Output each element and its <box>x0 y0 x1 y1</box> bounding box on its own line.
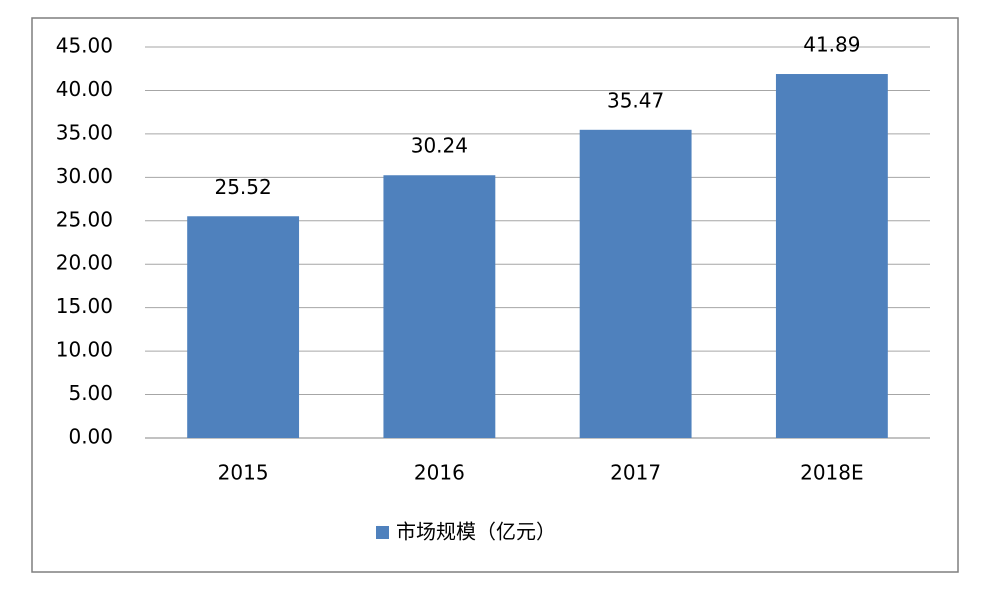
data-label: 35.47 <box>607 88 664 112</box>
legend-label: 市场规模（亿元） <box>396 520 556 544</box>
x-tick-label: 2017 <box>610 461 661 485</box>
y-tick-label: 35.00 <box>56 120 113 144</box>
x-tick-label: 2015 <box>218 461 269 485</box>
legend-swatch <box>376 526 389 539</box>
data-label: 41.89 <box>803 33 860 57</box>
bar <box>383 175 496 439</box>
y-tick-label: 40.00 <box>56 77 113 101</box>
data-label: 30.24 <box>411 134 468 158</box>
y-tick-label: 20.00 <box>56 251 113 275</box>
y-tick-label: 45.00 <box>56 34 113 58</box>
x-tick-label: 2018E <box>800 461 864 485</box>
x-tick-label: 2016 <box>414 461 465 485</box>
data-label: 25.52 <box>214 175 271 199</box>
y-tick-label: 15.00 <box>56 294 113 318</box>
y-tick-label: 25.00 <box>56 207 113 231</box>
bar <box>187 216 300 438</box>
bar <box>775 74 888 438</box>
y-tick-label: 10.00 <box>56 338 113 362</box>
bar <box>579 129 692 438</box>
y-tick-label: 5.00 <box>68 381 113 405</box>
y-tick-label: 0.00 <box>68 425 113 449</box>
y-tick-label: 30.00 <box>56 164 113 188</box>
